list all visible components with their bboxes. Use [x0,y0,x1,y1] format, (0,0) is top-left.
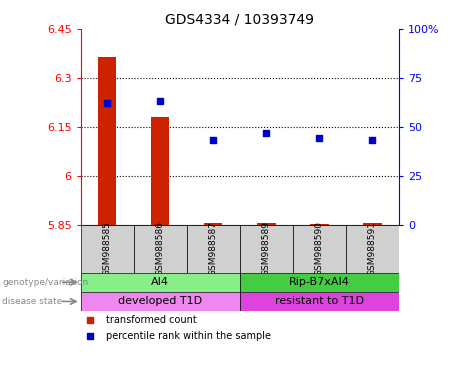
Bar [293,225,346,273]
Title: GDS4334 / 10393749: GDS4334 / 10393749 [165,12,314,26]
Text: GSM988590: GSM988590 [315,221,324,276]
Bar [310,223,329,225]
Point [87,333,94,339]
Text: AI4: AI4 [151,277,169,287]
Text: percentile rank within the sample: percentile rank within the sample [106,331,271,341]
Bar [81,225,134,273]
Point [262,129,270,136]
Bar [98,56,117,225]
Bar [151,117,170,225]
Point [315,136,323,142]
Bar [240,292,399,311]
Text: GSM988585: GSM988585 [103,221,112,276]
Text: GSM988586: GSM988586 [156,221,165,276]
Point [156,98,164,104]
Text: developed T1D: developed T1D [118,296,202,306]
Bar [81,273,240,292]
Point [103,100,111,106]
Text: GSM988591: GSM988591 [368,221,377,276]
Text: Rip-B7xAI4: Rip-B7xAI4 [289,277,350,287]
Bar [240,273,399,292]
Bar [240,225,293,273]
Point [368,137,376,144]
Text: GSM988587: GSM988587 [209,221,218,276]
Text: GSM988589: GSM988589 [262,221,271,276]
Bar [257,223,276,225]
Text: genotype/variation: genotype/variation [2,278,89,287]
Bar [134,225,187,273]
Bar [187,225,240,273]
Point [87,317,94,323]
Bar [81,292,240,311]
Bar [363,223,382,225]
Text: transformed count: transformed count [106,315,197,325]
Text: disease state: disease state [2,297,63,306]
Bar [204,223,223,225]
Point [209,137,217,144]
Text: resistant to T1D: resistant to T1D [275,296,364,306]
Bar [346,225,399,273]
